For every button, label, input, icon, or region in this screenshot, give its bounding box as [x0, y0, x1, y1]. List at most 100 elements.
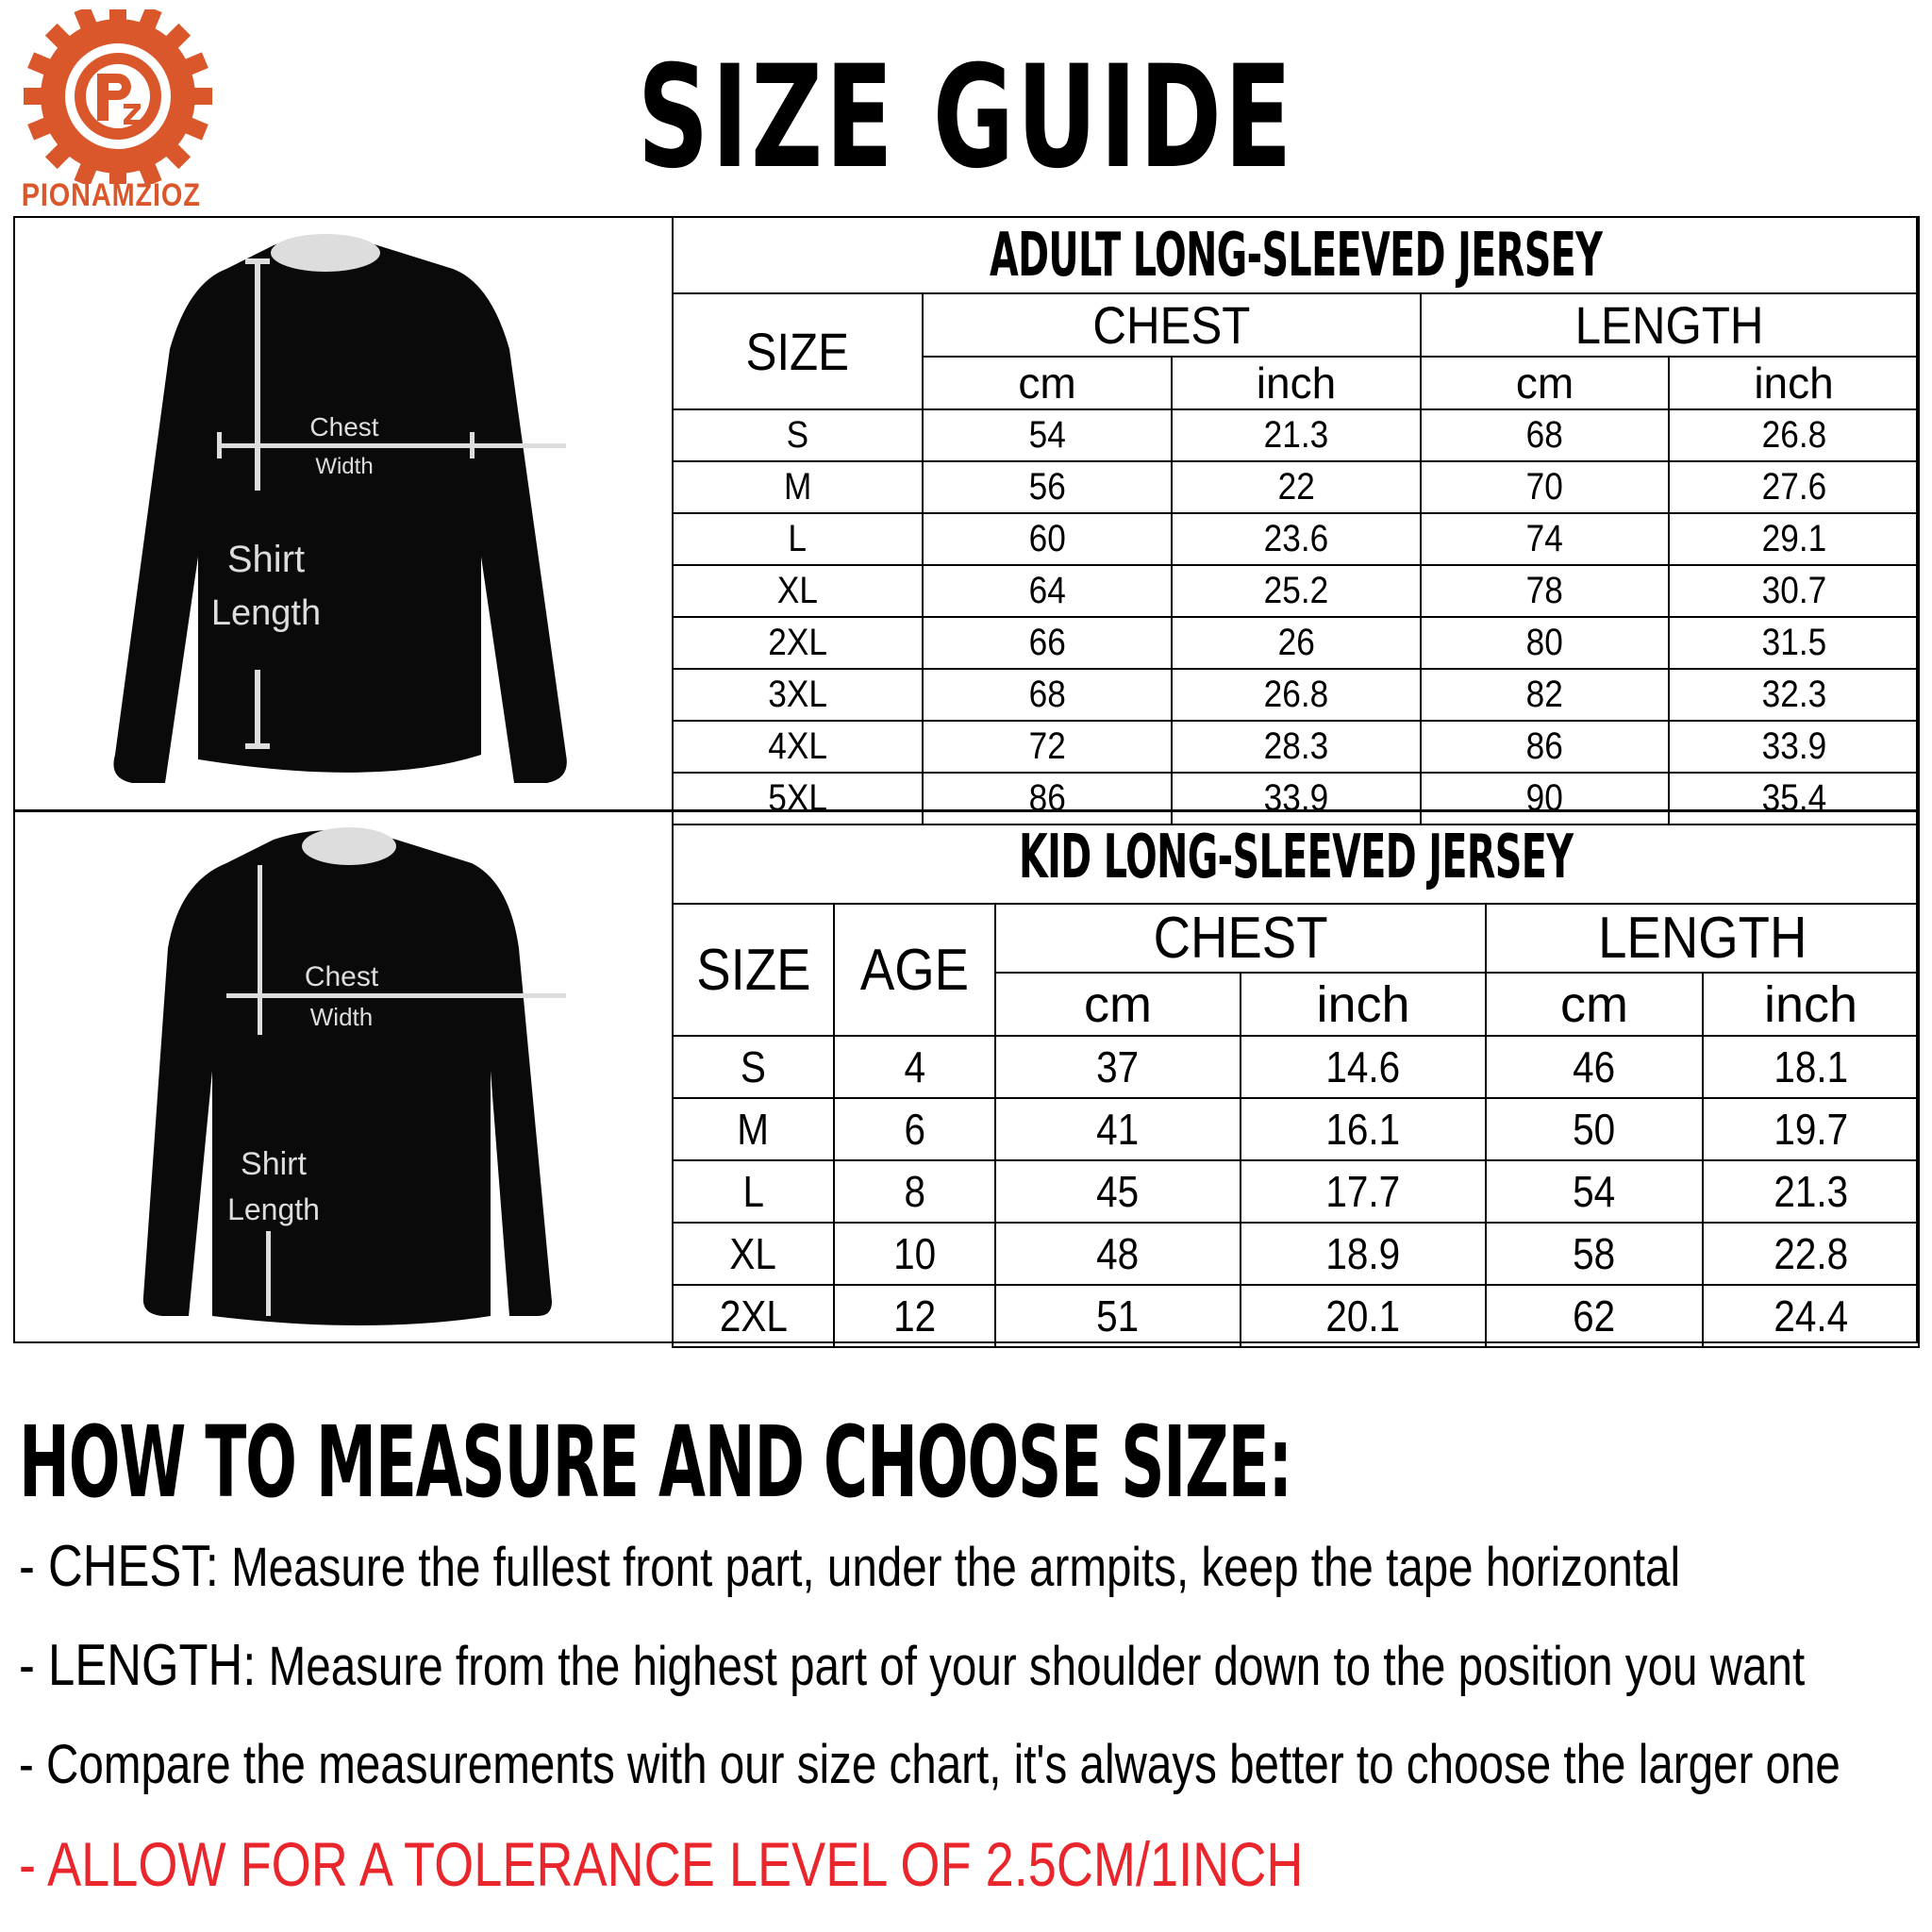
- table-cell: 16.1: [1240, 1097, 1487, 1161]
- table-cell: 70: [1420, 460, 1670, 514]
- table-cell: 18.9: [1240, 1222, 1487, 1286]
- length-label: - LENGTH:: [19, 1633, 257, 1698]
- kid-table-title: KID LONG-SLEEVED JERSEY: [672, 810, 1920, 905]
- table-cell: 41: [994, 1097, 1241, 1161]
- adult-table-title: ADULT LONG-SLEEVED JERSEY: [671, 216, 1921, 294]
- table-cell: 2XL: [672, 1284, 835, 1348]
- chest-label: Chest: [305, 961, 379, 992]
- header-size: SIZE: [672, 292, 924, 410]
- header-age: AGE: [833, 903, 996, 1037]
- table-row: XL 10 48 18.9 58 22.8: [672, 1222, 1920, 1286]
- shirt-label: Shirt: [227, 539, 305, 580]
- table-cell: 24.4: [1702, 1284, 1920, 1348]
- table-cell: 29.1: [1667, 512, 1921, 566]
- table-row: L 60 23.6 74 29.1: [672, 512, 1921, 566]
- table-cell: 17.7: [1240, 1159, 1487, 1224]
- gear-tooth: [27, 52, 56, 77]
- table-cell: 19.7: [1702, 1097, 1920, 1161]
- table-row: M 56 22 70 27.6: [672, 460, 1921, 514]
- table-cell: 21.3: [1171, 408, 1422, 462]
- table-row: S 54 21.3 68 26.8: [672, 408, 1921, 462]
- header-length-cm: cm: [1420, 356, 1670, 410]
- instructions-heading: HOW TO MEASURE AND CHOOSE SIZE:: [19, 1405, 1292, 1520]
- table-cell: 72: [922, 720, 1173, 774]
- table-row: 4XL 72 28.3 86 33.9: [672, 720, 1921, 774]
- header-length-inch: inch: [1702, 972, 1920, 1037]
- header-length: LENGTH: [1419, 292, 1921, 358]
- table-cell: 60: [922, 512, 1173, 566]
- table-cell: 74: [1420, 512, 1670, 566]
- table-cell: 22: [1171, 460, 1422, 514]
- table-cell: 3XL: [672, 668, 924, 722]
- gear-tooth: [180, 115, 208, 141]
- table-cell: L: [672, 1159, 835, 1224]
- gear-tooth: [162, 141, 192, 170]
- table-cell: 4XL: [672, 720, 924, 774]
- table-cell: 2XL: [672, 616, 924, 670]
- gear-tooth: [180, 52, 208, 77]
- header-chest-cm: cm: [922, 356, 1173, 410]
- gear-tooth: [190, 88, 212, 105]
- length-label: Length: [227, 1192, 320, 1226]
- table-cell: 28.3: [1171, 720, 1422, 774]
- header-chest: CHEST: [994, 903, 1487, 974]
- gear-logo-icon: [24, 2, 212, 191]
- table-cell: 12: [833, 1284, 996, 1348]
- kid-size-table: KID LONG-SLEEVED JERSEY SIZE AGE CHEST L…: [672, 810, 1920, 1348]
- width-label: Width: [310, 1003, 373, 1031]
- instruction-chest: - CHEST: Measure the fullest front part,…: [19, 1533, 1680, 1602]
- table-cell: 20.1: [1240, 1284, 1487, 1348]
- gear-tooth: [44, 141, 74, 170]
- table-cell: 68: [1420, 408, 1670, 462]
- gear-tooth: [162, 23, 192, 52]
- table-cell: 82: [1420, 668, 1670, 722]
- table-cell: 23.6: [1171, 512, 1422, 566]
- header-chest: CHEST: [922, 292, 1422, 358]
- gear-tooth: [24, 88, 46, 105]
- table-row: M 6 41 16.1 50 19.7: [672, 1097, 1920, 1161]
- table-cell: 27.6: [1667, 460, 1921, 514]
- page-title: SIZE GUIDE: [637, 36, 1295, 200]
- gear-tooth: [74, 6, 99, 34]
- table-cell: 31.5: [1667, 616, 1921, 670]
- table-cell: 56: [922, 460, 1173, 514]
- table-cell: 58: [1485, 1222, 1704, 1286]
- table-cell: 26: [1171, 616, 1422, 670]
- brand-name: PIONAMZIOZ: [21, 177, 201, 213]
- table-cell: 64: [922, 564, 1173, 618]
- table-cell: S: [672, 408, 924, 462]
- table-cell: 26.8: [1171, 668, 1422, 722]
- table-cell: 80: [1420, 616, 1670, 670]
- header-chest-inch: inch: [1171, 356, 1422, 410]
- table-cell: 25.2: [1171, 564, 1422, 618]
- gear-tooth: [27, 115, 56, 141]
- table-cell: L: [672, 512, 924, 566]
- table-cell: 21.3: [1702, 1159, 1920, 1224]
- table-cell: 46: [1485, 1035, 1704, 1099]
- table-cell: XL: [672, 1222, 835, 1286]
- table-cell: XL: [672, 564, 924, 618]
- table-cell: 37: [994, 1035, 1241, 1099]
- table-cell: 32.3: [1667, 668, 1921, 722]
- kid-shirt-diagram: Chest Width Shirt Length: [142, 827, 566, 1325]
- gear-tooth: [109, 2, 126, 25]
- table-cell: 62: [1485, 1284, 1704, 1348]
- gear-tooth: [137, 158, 162, 187]
- table-row: L 8 45 17.7 54 21.3: [672, 1159, 1920, 1224]
- table-cell: 6: [833, 1097, 996, 1161]
- table-cell: 54: [922, 408, 1173, 462]
- table-row: S 4 37 14.6 46 18.1: [672, 1035, 1920, 1099]
- table-cell: 26.8: [1667, 408, 1921, 462]
- header-size: SIZE: [672, 903, 835, 1037]
- length-label: Length: [211, 593, 321, 633]
- table-cell: 22.8: [1702, 1222, 1920, 1286]
- table-cell: S: [672, 1035, 835, 1099]
- adult-size-table: ADULT LONG-SLEEVED JERSEY SIZE CHEST LEN…: [671, 216, 1921, 825]
- table-cell: 68: [922, 668, 1173, 722]
- chest-label: Chest: [309, 412, 378, 441]
- table-cell: 66: [922, 616, 1173, 670]
- table-cell: 8: [833, 1159, 996, 1224]
- instruction-tolerance: - ALLOW FOR A TOLERANCE LEVEL OF 2.5CM/1…: [19, 1829, 1304, 1899]
- gear-tooth: [74, 158, 99, 187]
- header-length: LENGTH: [1485, 903, 1920, 974]
